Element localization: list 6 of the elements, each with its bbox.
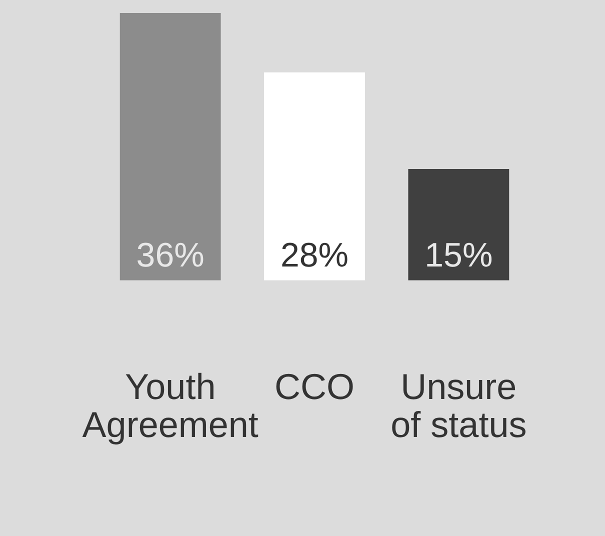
x-tick-label: Unsure of status	[390, 366, 527, 446]
x-tick-label: CCO	[274, 366, 355, 408]
data-label: 15%	[424, 236, 493, 274]
data-label: 28%	[280, 236, 349, 274]
data-label: 36%	[136, 236, 204, 274]
x-tick-label: Youth Agreement	[82, 366, 258, 446]
